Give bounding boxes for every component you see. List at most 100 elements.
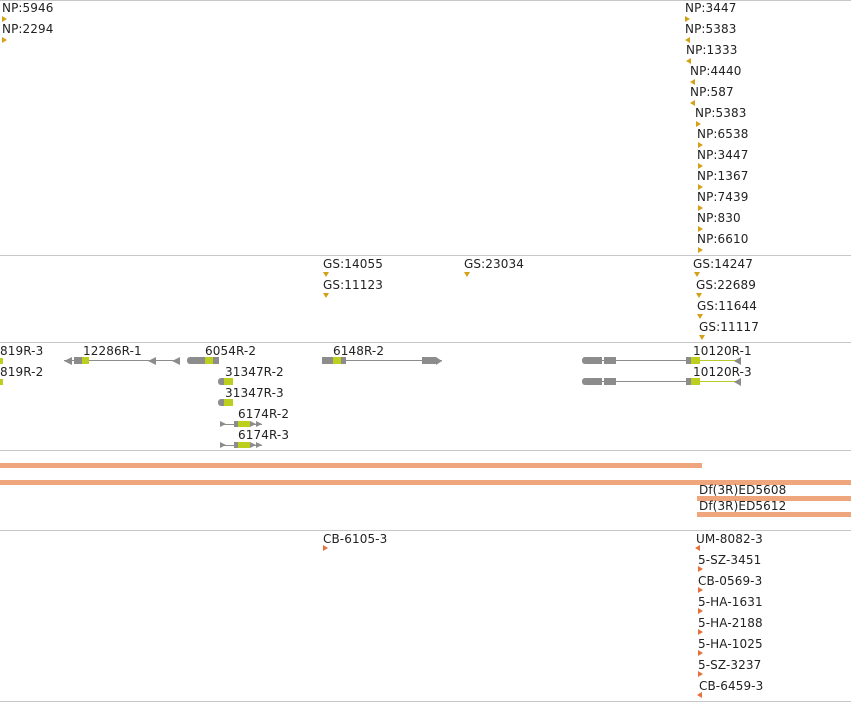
insertion-marker-icon[interactable] xyxy=(694,272,700,277)
transcript-exon[interactable] xyxy=(218,378,224,385)
insertion-label[interactable]: NP:1333 xyxy=(686,43,738,57)
insertion-label[interactable]: 5-HA-1631 xyxy=(698,595,763,609)
insertion-label[interactable]: NP:2294 xyxy=(2,22,54,36)
insertion-label[interactable]: NP:7439 xyxy=(697,190,749,204)
transcript-label[interactable]: 6174R-3 xyxy=(238,428,290,442)
insertion-marker-icon[interactable] xyxy=(685,16,690,22)
insertion-marker-icon[interactable] xyxy=(698,184,703,190)
transcript-exon[interactable] xyxy=(74,357,82,364)
transcript-label[interactable]: 6148R-2 xyxy=(333,344,385,358)
transcript-exon[interactable] xyxy=(0,379,3,385)
insertion-marker-icon[interactable] xyxy=(699,335,705,340)
deficiency-bar[interactable] xyxy=(697,512,851,517)
insertion-label[interactable]: 5-SZ-3451 xyxy=(698,553,762,567)
transcript-exon[interactable] xyxy=(582,378,602,385)
insertion-label[interactable]: GS:14247 xyxy=(693,257,753,271)
insertion-marker-icon[interactable] xyxy=(698,247,703,253)
transcript-exon[interactable] xyxy=(187,357,205,364)
transcript-label[interactable]: 31347R-2 xyxy=(225,365,284,379)
insertion-label[interactable]: NP:587 xyxy=(690,85,734,99)
deficiency-label[interactable]: Df(3R)ED5612 xyxy=(699,499,787,513)
transcript-label[interactable]: 10120R-3 xyxy=(693,365,752,379)
insertion-marker-icon[interactable] xyxy=(698,587,703,593)
transcript-label[interactable]: 819R-2 xyxy=(0,365,44,379)
insertion-marker-icon[interactable] xyxy=(698,142,703,148)
deficiency-bar[interactable] xyxy=(0,463,702,468)
transcript-exon[interactable] xyxy=(234,442,238,448)
transcript-exon[interactable] xyxy=(604,357,616,364)
insertion-marker-icon[interactable] xyxy=(2,16,7,22)
insertion-marker-icon[interactable] xyxy=(698,226,703,232)
insertion-label[interactable]: NP:1367 xyxy=(697,169,749,183)
insertion-label[interactable]: NP:5383 xyxy=(695,106,747,120)
transcript-exon[interactable] xyxy=(0,358,3,364)
insertion-marker-icon[interactable] xyxy=(695,545,700,551)
transcript-exon[interactable] xyxy=(322,357,333,364)
transcript-exon[interactable] xyxy=(224,399,233,406)
insertion-label[interactable]: GS:22689 xyxy=(696,278,756,292)
insertion-label[interactable]: NP:830 xyxy=(697,211,741,225)
deficiency-label[interactable]: Df(3R)ED5608 xyxy=(699,483,787,497)
insertion-marker-icon[interactable] xyxy=(698,629,703,635)
transcript-exon[interactable] xyxy=(333,357,341,364)
deficiency-bar[interactable] xyxy=(697,496,851,501)
insertion-label[interactable]: UM-8082-3 xyxy=(696,532,763,546)
insertion-label[interactable]: NP:6610 xyxy=(697,232,749,246)
insertion-label[interactable]: GS:23034 xyxy=(464,257,524,271)
transcript-exon[interactable] xyxy=(422,357,436,364)
insertion-marker-icon[interactable] xyxy=(323,293,329,298)
insertion-label[interactable]: CB-6105-3 xyxy=(323,532,388,546)
insertion-label[interactable]: NP:6538 xyxy=(697,127,749,141)
insertion-label[interactable]: NP:4440 xyxy=(690,64,742,78)
deficiency-bar[interactable] xyxy=(0,480,851,485)
transcript-label[interactable]: 31347R-3 xyxy=(225,386,284,400)
insertion-marker-icon[interactable] xyxy=(698,566,703,572)
insertion-label[interactable]: NP:3447 xyxy=(697,148,749,162)
transcript-label[interactable]: 12286R-1 xyxy=(83,344,142,358)
insertion-marker-icon[interactable] xyxy=(2,37,7,43)
insertion-marker-icon[interactable] xyxy=(690,100,695,106)
insertion-label[interactable]: NP:5383 xyxy=(685,22,737,36)
insertion-marker-icon[interactable] xyxy=(697,314,703,319)
transcript-exon[interactable] xyxy=(238,442,250,448)
insertion-label[interactable]: CB-0569-3 xyxy=(698,574,763,588)
transcript-exon[interactable] xyxy=(213,357,219,364)
transcript-exon[interactable] xyxy=(691,378,700,385)
insertion-marker-icon[interactable] xyxy=(690,79,695,85)
transcript-exon[interactable] xyxy=(205,357,213,364)
transcript-exon[interactable] xyxy=(604,378,616,385)
insertion-label[interactable]: NP:5946 xyxy=(2,1,54,15)
transcript-label[interactable]: 10120R-1 xyxy=(693,344,752,358)
insertion-marker-icon[interactable] xyxy=(698,650,703,656)
transcript-exon[interactable] xyxy=(234,421,238,427)
insertion-marker-icon[interactable] xyxy=(698,671,703,677)
insertion-label[interactable]: 5-HA-2188 xyxy=(698,616,763,630)
transcript-exon[interactable] xyxy=(686,357,691,364)
insertion-marker-icon[interactable] xyxy=(697,692,702,698)
transcript-exon[interactable] xyxy=(582,357,602,364)
insertion-marker-icon[interactable] xyxy=(685,37,690,43)
insertion-marker-icon[interactable] xyxy=(464,272,470,277)
transcript-exon[interactable] xyxy=(238,421,250,427)
transcript-exon[interactable] xyxy=(218,399,224,406)
transcript-label[interactable]: 6174R-2 xyxy=(238,407,290,421)
insertion-marker-icon[interactable] xyxy=(323,545,328,551)
transcript-exon[interactable] xyxy=(341,357,346,364)
transcript-label[interactable]: 6054R-2 xyxy=(205,344,257,358)
insertion-label[interactable]: GS:11644 xyxy=(697,299,757,313)
insertion-marker-icon[interactable] xyxy=(323,272,329,277)
transcript-exon[interactable] xyxy=(82,357,89,364)
insertion-marker-icon[interactable] xyxy=(698,163,703,169)
insertion-label[interactable]: NP:3447 xyxy=(685,1,737,15)
insertion-label[interactable]: GS:14055 xyxy=(323,257,383,271)
insertion-label[interactable]: CB-6459-3 xyxy=(699,679,764,693)
insertion-label[interactable]: 5-SZ-3237 xyxy=(698,658,762,672)
insertion-marker-icon[interactable] xyxy=(698,205,703,211)
insertion-label[interactable]: GS:11117 xyxy=(699,320,759,334)
transcript-exon[interactable] xyxy=(691,357,700,364)
insertion-label[interactable]: GS:11123 xyxy=(323,278,383,292)
insertion-marker-icon[interactable] xyxy=(686,58,691,64)
insertion-marker-icon[interactable] xyxy=(696,121,701,127)
insertion-marker-icon[interactable] xyxy=(698,608,703,614)
transcript-exon[interactable] xyxy=(686,378,691,385)
